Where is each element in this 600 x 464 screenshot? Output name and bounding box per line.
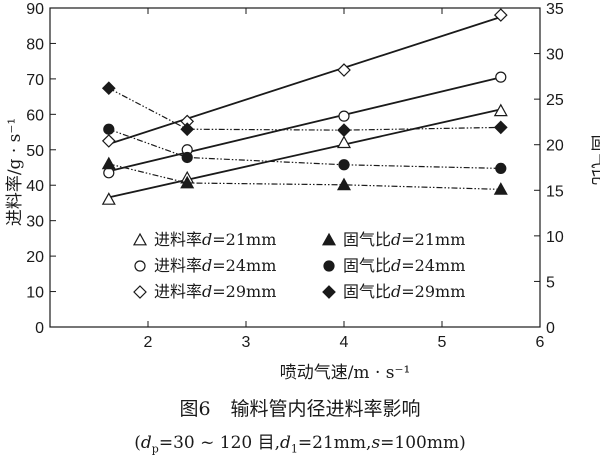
series-group	[101, 81, 508, 137]
y-left-tick-label: 0	[35, 320, 44, 337]
y-left-tick-label: 70	[26, 72, 44, 89]
series-line	[108, 16, 502, 145]
legend-marker	[132, 232, 148, 246]
legend-marker	[133, 285, 147, 299]
y-right-tick-label: 10	[546, 229, 564, 246]
y-right-tick-label: 35	[546, 1, 564, 18]
legend-label: 固气比d=21mm	[343, 230, 465, 249]
y-left-tick-label: 60	[26, 107, 44, 124]
legend-item: 进料率d=24mm	[134, 256, 276, 275]
series-line	[108, 87, 501, 131]
data-point	[493, 182, 508, 195]
series-line	[108, 163, 501, 190]
series-line	[108, 108, 501, 199]
series-line	[108, 76, 502, 173]
data-point	[101, 134, 116, 148]
y-left-tick-label: 50	[26, 143, 44, 160]
y-right-tick-label: 30	[546, 47, 564, 64]
series-line	[108, 128, 501, 170]
figure-label: 图6	[179, 398, 211, 420]
series-group	[101, 8, 508, 148]
data-point	[101, 81, 116, 96]
series	[101, 8, 508, 205]
y-right-tick-label: 20	[546, 138, 564, 155]
y-left-tick-label: 10	[26, 285, 44, 302]
legend-label: 固气比d=24mm	[343, 256, 465, 275]
x-tick-label: 2	[144, 334, 153, 351]
data-point	[337, 123, 351, 137]
x-tick-label: 6	[536, 334, 545, 351]
y-right-tick-label: 15	[546, 183, 564, 200]
data-point	[493, 8, 508, 22]
series-group	[101, 103, 508, 205]
figure-title: 输料管内径进料率影响	[230, 398, 421, 420]
legend-label: 进料率d=24mm	[154, 256, 276, 275]
legend-marker	[322, 285, 336, 299]
y-right-tick-label: 5	[546, 274, 555, 291]
y-left-tick-label: 80	[26, 36, 44, 53]
data-point	[180, 175, 195, 189]
legend-item: 进料率d=29mm	[133, 282, 276, 301]
legend-item: 固气比d=21mm	[321, 230, 465, 249]
x-tick-label: 4	[340, 334, 349, 351]
y-axis-left-title: 进料率/g · s⁻¹	[5, 118, 25, 226]
legend-label: 固气比d=29mm	[343, 282, 465, 301]
figure-subcaption: (dp=30 ~ 120 目,d1=21mm,s=100mm)	[134, 433, 466, 456]
y-left-tick-label: 90	[26, 1, 44, 18]
legend-label: 进料率d=29mm	[154, 282, 276, 301]
figure-caption: 图6 输料管内径进料率影响	[0, 394, 600, 421]
plot-frame	[49, 7, 541, 328]
data-point	[338, 110, 350, 122]
x-axis-title: 喷动气速/m · s⁻¹	[280, 363, 411, 383]
data-point	[495, 71, 507, 83]
legend: 进料率d=21mm 进料率d=24mm 进料率d=29mm 固气比d=21mm 固气比d…	[132, 230, 465, 301]
data-point	[493, 120, 508, 135]
y-right-tick-label: 0	[546, 320, 555, 337]
data-point	[338, 159, 350, 171]
axes	[49, 7, 541, 328]
legend-marker	[321, 232, 337, 246]
data-point	[495, 162, 507, 175]
legend-item: 进料率d=21mm	[132, 230, 276, 249]
series-group	[101, 156, 508, 195]
y-left-tick-label: 20	[26, 249, 44, 266]
legend-item: 固气比d=24mm	[323, 256, 465, 275]
data-point	[180, 122, 195, 137]
y-left-tick-label: 30	[26, 214, 44, 231]
legend-label: 进料率d=21mm	[154, 230, 276, 249]
y-left-tick-label: 40	[26, 178, 44, 195]
y-right-tick-label: 25	[546, 92, 564, 109]
data-point	[337, 63, 351, 77]
data-point	[103, 123, 115, 135]
y-axis-right-title: 固气比	[588, 135, 600, 186]
data-point	[103, 167, 115, 179]
x-tick-label: 5	[438, 334, 447, 351]
series-group	[103, 123, 507, 175]
legend-marker	[134, 260, 146, 272]
x-tick-label: 3	[242, 334, 251, 351]
series-group	[103, 71, 507, 179]
legend-marker	[323, 260, 335, 272]
data-point	[336, 135, 352, 149]
data-point	[336, 177, 352, 191]
data-point	[493, 103, 508, 117]
data-point	[101, 192, 116, 205]
legend-item: 固气比d=29mm	[322, 282, 465, 301]
data-point	[181, 151, 193, 164]
data-point	[101, 156, 116, 170]
